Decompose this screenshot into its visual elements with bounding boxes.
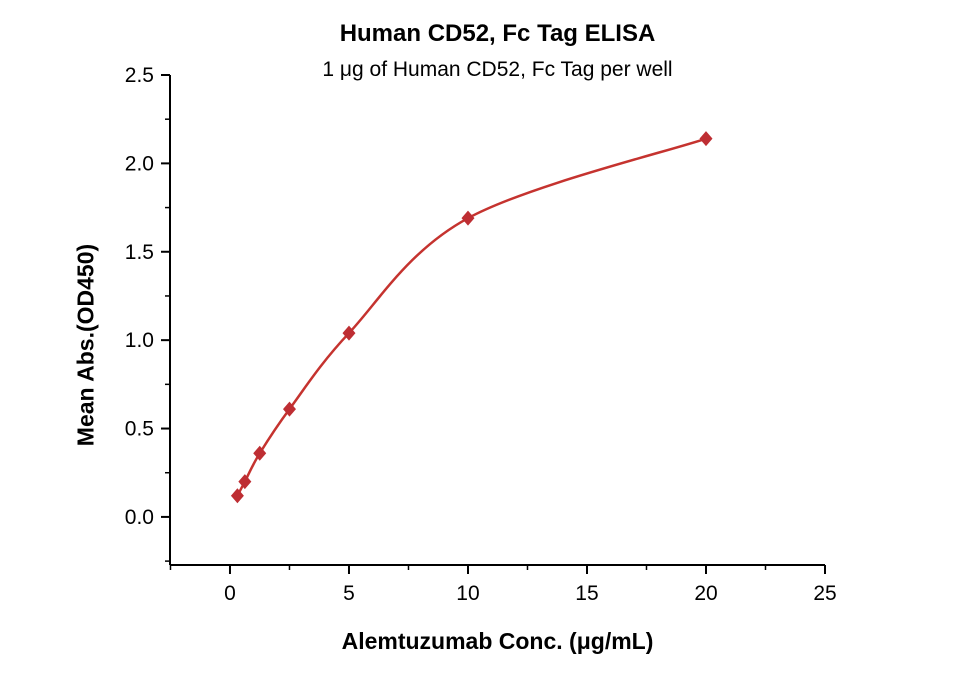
y-tick-label: 2.5 — [125, 64, 154, 87]
y-tick-label: 2.0 — [125, 152, 154, 175]
data-point-marker — [282, 401, 296, 417]
data-point-marker — [238, 474, 252, 490]
chart-subtitle: 1 μg of Human CD52, Fc Tag per well — [322, 58, 673, 81]
y-tick-label: 1.5 — [125, 241, 154, 264]
y-tick-label: 0.0 — [125, 506, 154, 529]
data-point-marker — [461, 210, 475, 226]
data-point-marker — [230, 488, 244, 504]
x-tick-label: 15 — [575, 582, 598, 605]
y-tick-label: 0.5 — [125, 418, 154, 441]
x-tick-label: 5 — [343, 582, 355, 605]
x-tick-label: 0 — [224, 582, 236, 605]
data-point-marker — [342, 325, 356, 341]
y-tick-label: 1.0 — [125, 329, 154, 352]
fit-curve — [236, 137, 707, 497]
x-tick-label: 20 — [694, 582, 717, 605]
data-point-marker — [699, 131, 713, 147]
chart-title: Human CD52, Fc Tag ELISA — [339, 20, 656, 47]
x-tick-label: 10 — [456, 582, 479, 605]
x-axis-label: Alemtuzumab Conc. (μg/mL) — [341, 628, 654, 654]
x-tick-label: 25 — [813, 582, 836, 605]
data-point-marker — [253, 445, 267, 461]
